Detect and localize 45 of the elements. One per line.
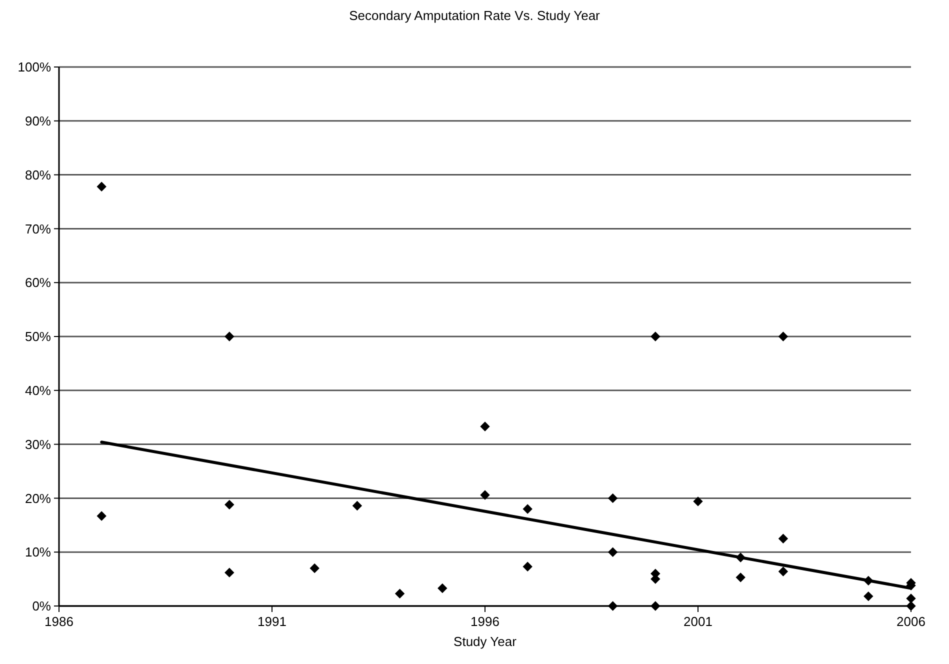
point (480, 422, 490, 432)
x-tick-label: 1986 (44, 614, 74, 629)
x-tick-label: 2001 (684, 614, 712, 629)
x-tick-label: 1996 (470, 614, 500, 629)
point (906, 594, 916, 604)
point (310, 563, 320, 574)
y-tick-label: 80% (24, 167, 52, 182)
point (650, 332, 660, 342)
y-tick-label: 0% (32, 598, 52, 614)
point (224, 500, 234, 510)
y-tick-label: 100% (18, 60, 52, 75)
y-tick-label: 30% (24, 436, 52, 452)
x-tick-label: 1991 (258, 614, 286, 629)
x-tick-label: 2006 (896, 614, 926, 629)
y-tick-label: 90% (24, 113, 52, 128)
point (778, 332, 788, 342)
point (394, 588, 405, 598)
point (224, 568, 234, 578)
y-tick-label: 10% (24, 544, 52, 560)
point (736, 572, 746, 582)
point (608, 547, 618, 557)
point (736, 552, 746, 562)
y-tick-label: 60% (24, 275, 52, 290)
x-axis-title: Study Year (454, 634, 518, 649)
chart-title: Secondary Amputation Rate Vs. Study Year (349, 8, 601, 23)
point (96, 511, 106, 521)
point (650, 601, 660, 611)
point (224, 332, 234, 342)
point (480, 490, 490, 500)
y-tick-label: 70% (24, 221, 52, 236)
y-tick-label: 50% (24, 329, 52, 344)
point (608, 601, 618, 611)
y-tick-label: 40% (24, 382, 52, 398)
point (864, 591, 874, 602)
point (522, 562, 532, 572)
point (693, 496, 703, 506)
point (864, 576, 874, 586)
point (352, 500, 362, 511)
point (522, 504, 532, 514)
point (778, 534, 788, 544)
point (438, 583, 448, 594)
y-tick-label: 20% (24, 490, 52, 506)
point (608, 493, 618, 504)
point (96, 182, 106, 192)
point (778, 566, 788, 576)
